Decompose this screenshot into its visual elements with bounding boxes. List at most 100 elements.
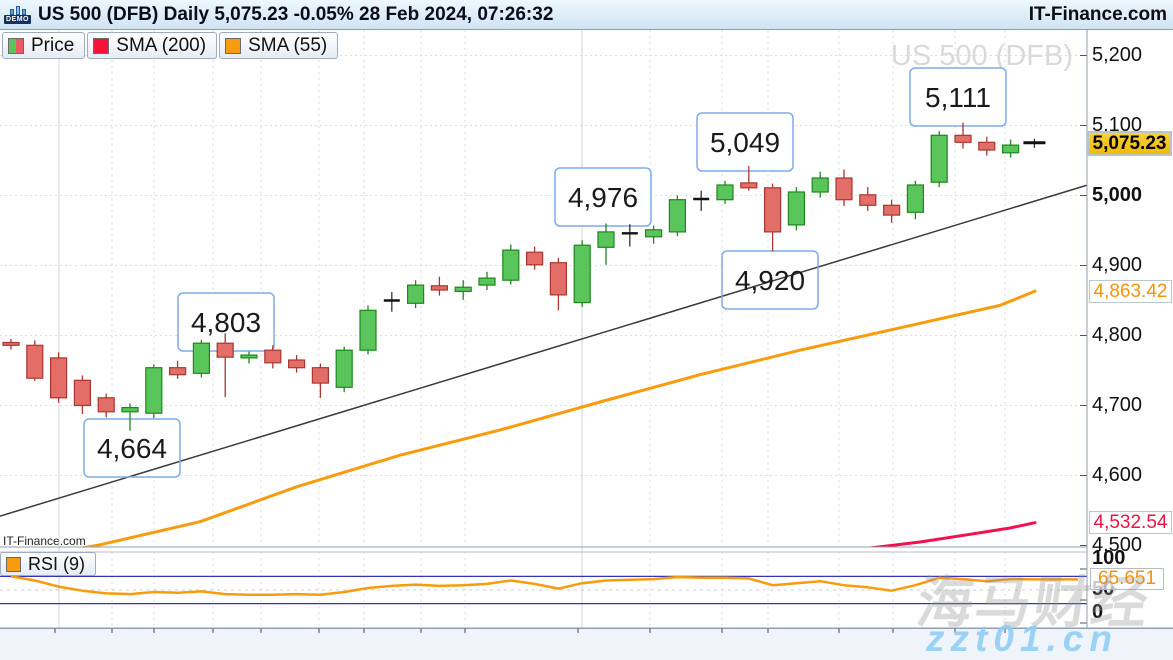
swing-callout-boxes bbox=[84, 68, 1006, 477]
sma200-line bbox=[867, 521, 1037, 547]
candle-down bbox=[26, 344, 44, 379]
candle-up bbox=[668, 199, 687, 233]
legend-sma200[interactable]: SMA (200) bbox=[87, 32, 218, 59]
swing-callout-box bbox=[697, 113, 793, 171]
swing-callout-box bbox=[910, 68, 1006, 126]
candle-down bbox=[97, 397, 115, 413]
price-axis-label: 5,100 bbox=[1092, 113, 1143, 136]
swing-callout-value: 4,664 bbox=[97, 433, 167, 464]
candle-up bbox=[145, 367, 163, 414]
candle-up bbox=[121, 407, 139, 413]
candles bbox=[2, 122, 1046, 431]
candle-down bbox=[549, 262, 568, 296]
legend-rsi[interactable]: RSI (9) bbox=[0, 552, 97, 576]
demo-label: DEMO bbox=[4, 14, 31, 24]
swing-callout-border bbox=[83, 418, 181, 478]
candle-up bbox=[454, 286, 472, 293]
swing-callout-labels: 4,664 4,803 4,976 5,049 4,920 5,111 bbox=[83, 67, 1007, 478]
legend-row: Price SMA (200) SMA (55) bbox=[2, 32, 339, 59]
legend-sma55-label: SMA (55) bbox=[248, 34, 328, 56]
swing-callout-border bbox=[696, 112, 794, 172]
rsi-value-badge: 65.651 bbox=[1090, 568, 1164, 590]
swing-callout-border bbox=[909, 67, 1007, 127]
candle-down bbox=[525, 251, 544, 266]
candle-down bbox=[216, 342, 234, 358]
candle-down bbox=[430, 285, 448, 291]
sma55-value-badge: 4,863.42 bbox=[1089, 280, 1172, 303]
price-series-swatch bbox=[8, 37, 24, 54]
candle-down bbox=[311, 367, 329, 384]
candle-up bbox=[597, 231, 615, 248]
swing-callout-value: 5,049 bbox=[710, 127, 780, 158]
price-axis-label: 4,700 bbox=[1092, 393, 1143, 416]
candle-down bbox=[169, 367, 187, 376]
candle-down bbox=[978, 141, 996, 151]
overlay-lines bbox=[0, 184, 1087, 547]
candle-up bbox=[240, 354, 258, 359]
swing-callout-box bbox=[555, 168, 651, 226]
rsi-axis-label: 100 bbox=[1092, 547, 1126, 569]
trendline bbox=[0, 184, 1087, 517]
legend-price[interactable]: Price bbox=[2, 32, 86, 59]
swing-callout-value: 4,976 bbox=[568, 182, 638, 213]
swing-callout-value: 4,803 bbox=[191, 307, 261, 338]
price-axis-label: 5,000 bbox=[1092, 183, 1143, 206]
candle-down bbox=[264, 349, 282, 364]
chart-title: US 500 (DFB) Daily 5,075.23 -0.05% 28 Fe… bbox=[38, 3, 554, 25]
candle-up bbox=[930, 134, 948, 183]
swing-callout-border bbox=[721, 250, 819, 310]
candle-up bbox=[192, 342, 210, 374]
candle-up bbox=[644, 229, 663, 238]
legend-sma200-label: SMA (200) bbox=[116, 34, 207, 56]
sma200-swatch bbox=[93, 37, 110, 54]
title-bar: DEMO US 500 (DFB) Daily 5,075.23 -0.05% … bbox=[0, 0, 1173, 30]
panel-borders bbox=[0, 30, 1173, 629]
sma55-line bbox=[78, 289, 1037, 547]
candle-up bbox=[335, 349, 353, 388]
cn-url-watermark: zzt01.cn bbox=[926, 618, 1118, 659]
price-axis-label: 5,200 bbox=[1092, 43, 1143, 66]
sma200-value-badge: 4,532.54 bbox=[1089, 511, 1172, 534]
price-axis-label: 4,600 bbox=[1092, 463, 1143, 486]
demo-mode-icon: DEMO bbox=[4, 5, 31, 24]
swing-callout-box bbox=[178, 293, 274, 351]
rsi-axis-label: 0 bbox=[1092, 601, 1104, 623]
candle-down bbox=[835, 177, 853, 201]
legend-rsi-label: RSI (9) bbox=[28, 553, 86, 574]
swing-callout-box bbox=[84, 419, 180, 477]
candle-up bbox=[573, 244, 591, 304]
candle-down bbox=[740, 182, 758, 189]
candle-up bbox=[716, 184, 734, 201]
candle-down bbox=[2, 341, 20, 346]
swing-callout-box bbox=[722, 251, 818, 309]
candle-up bbox=[1001, 144, 1020, 154]
candle-down bbox=[882, 204, 901, 216]
swing-callout-value: 5,111 bbox=[925, 82, 991, 113]
mini-candles-icon bbox=[4, 5, 31, 15]
candle-up bbox=[906, 184, 925, 213]
price-axis[interactable]: 5,200 5,100 5,000 4,900 4,800 4,700 4,600 4,500 bbox=[1089, 30, 1173, 553]
candle-up bbox=[787, 191, 806, 226]
candle-up bbox=[407, 284, 425, 304]
candle-down bbox=[763, 187, 782, 233]
candle-down bbox=[859, 194, 877, 206]
rsi-line bbox=[10, 575, 1078, 597]
candle-down bbox=[288, 359, 306, 369]
price-axis-label: 4,900 bbox=[1092, 253, 1143, 276]
candle-up bbox=[478, 277, 496, 286]
swing-callout-border bbox=[554, 167, 652, 227]
site-watermark-small: IT-Finance.com bbox=[3, 534, 86, 548]
brand-link[interactable]: IT-Finance.com bbox=[1028, 3, 1167, 25]
candle-up bbox=[502, 249, 520, 281]
swing-callout-value: 4,920 bbox=[735, 265, 805, 296]
legend-sma55[interactable]: SMA (55) bbox=[219, 32, 339, 59]
rsi-swatch bbox=[6, 556, 21, 572]
candle-down bbox=[49, 357, 68, 399]
candle-down bbox=[954, 134, 972, 143]
candle-down bbox=[73, 379, 92, 407]
price-axis-label: 4,500 bbox=[1092, 533, 1143, 553]
candle-up bbox=[811, 177, 829, 193]
sma55-swatch bbox=[225, 37, 242, 54]
